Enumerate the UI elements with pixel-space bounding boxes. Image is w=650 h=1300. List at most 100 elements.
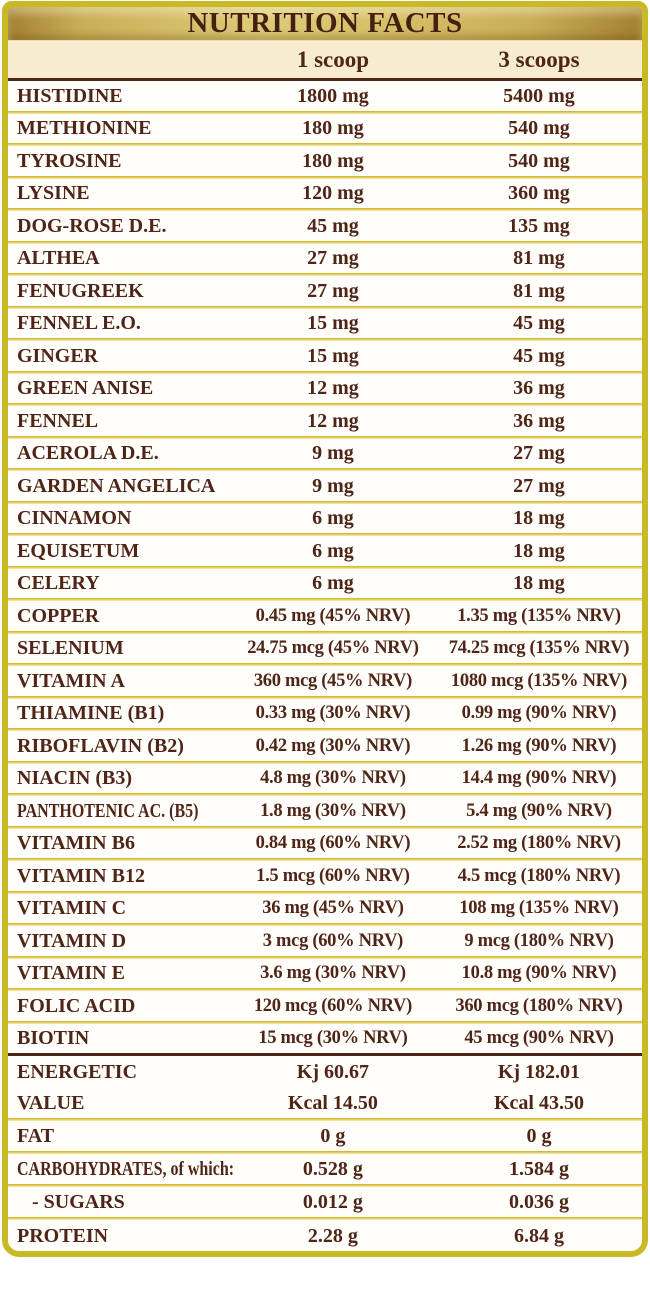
- nutrient-label-text: FENNEL E.O.: [17, 312, 141, 335]
- value-1-scoop: 6 mg: [312, 572, 354, 595]
- value-1-scoop: 0.528 g: [302, 1158, 363, 1180]
- value-1-scoop: Kj 60.67: [296, 1060, 370, 1083]
- table-row: CELERY 6 mg 18 mg: [8, 568, 642, 598]
- nutrient-label: CINNAMON: [8, 508, 230, 528]
- nutrient-rows: HISTIDINE 1800 mg 5400 mg METHIONINE 180 mg 5…: [8, 81, 642, 1053]
- column-header-3-scoops: 3 scoops: [498, 47, 580, 72]
- row-divider: [8, 338, 642, 341]
- table-row: VALUE Kcal 14.50 Kcal 43.50: [8, 1087, 642, 1118]
- nutrient-label-text: HISTIDINE: [17, 84, 123, 107]
- table-row: BIOTIN 15 mcg (30% NRV) 45 mcg (90% NRV): [8, 1023, 642, 1053]
- value-1-scoop: 0.42 mg (30% NRV): [255, 735, 411, 756]
- table-row: HISTIDINE 1800 mg 5400 mg: [8, 81, 642, 111]
- row-divider: [8, 1020, 642, 1024]
- value-1-scoop: 36 mg (45% NRV): [262, 898, 404, 918]
- value-3-scoops: 27 mg: [513, 474, 565, 497]
- table-row: VITAMIN E 3.6 mg (30% NRV) 10.8 mg (90% NR…: [8, 958, 642, 988]
- value-3-scoops: 27 mg: [513, 442, 565, 465]
- nutrient-label: NIACIN (B3): [8, 768, 230, 788]
- nutrient-label: METHIONINE: [8, 118, 230, 138]
- table-row: CINNAMON 6 mg 18 mg: [8, 503, 642, 533]
- value-3-scoops: 18 mg: [513, 572, 565, 595]
- nutrient-label-text: RIBOFLAVIN (B2): [17, 734, 184, 757]
- row-divider: [8, 435, 642, 439]
- table-row: PROTEIN 2.28 g 6.84 g: [8, 1220, 642, 1251]
- nutrient-label-text: NIACIN (B3): [17, 767, 132, 790]
- row-divider: [8, 695, 642, 699]
- table-row: PANTHOTENIC AC. (B5) 1.8 mg (30% NRV) 5.4 …: [8, 796, 642, 826]
- column-header-row: 1 scoop 3 scoops: [8, 41, 642, 78]
- table-row: FENNEL 12 mg 36 mg: [8, 406, 642, 436]
- row-divider: [8, 305, 642, 309]
- nutrient-label: LYSINE: [8, 183, 230, 203]
- value-3-scoops: 0 g: [526, 1125, 552, 1147]
- value-3-scoops: 36 mg: [513, 377, 565, 400]
- value-1-scoop: 1.5 mcg (60% NRV): [256, 865, 410, 886]
- value-1-scoop: 12 mg: [307, 409, 359, 432]
- nutrient-label: ALTHEA: [8, 248, 230, 268]
- nutrient-label-text: DOG-ROSE D.E.: [17, 214, 167, 237]
- value-1-scoop: 6 mg: [312, 539, 354, 562]
- nutrient-label-text: GARDEN ANGELICA: [17, 474, 216, 497]
- nutrient-label: ACEROLA D.E.: [8, 443, 230, 463]
- value-1-scoop: 3 mcg (60% NRV): [262, 930, 404, 951]
- value-3-scoops: 9 mcg (180% NRV): [464, 930, 614, 951]
- value-1-scoop: 45 mg: [307, 214, 359, 237]
- row-divider: [8, 370, 642, 374]
- value-3-scoops: 18 mg: [513, 507, 565, 530]
- value-1-scoop: 0.012 g: [302, 1191, 363, 1213]
- title-band: NUTRITION FACTS: [8, 7, 642, 41]
- value-3-scoops: 540 mg: [508, 117, 570, 140]
- value-1-scoop: 0.45 mg (45% NRV): [255, 605, 411, 626]
- value-1-scoop: 15 mg: [307, 312, 359, 335]
- nutrient-label: ENERGETIC: [8, 1062, 230, 1082]
- nutrient-label: VITAMIN E: [8, 963, 230, 983]
- nutrient-label-text: VITAMIN A: [17, 669, 125, 692]
- value-1-scoop: 9 mg: [312, 442, 354, 465]
- nutrient-label: SELENIUM: [8, 638, 230, 658]
- row-divider: [8, 273, 642, 276]
- value-3-scoops: 2.52 mg (180% NRV): [457, 833, 621, 853]
- value-3-scoops: Kj 182.01: [497, 1060, 581, 1083]
- value-1-scoop: 0.33 mg (30% NRV): [255, 703, 411, 723]
- table-row: VITAMIN B6 0.84 mg (60% NRV) 2.52 mg (180%…: [8, 828, 642, 858]
- nutrient-label-text: VITAMIN D: [17, 929, 127, 952]
- nutrient-label: RIBOFLAVIN (B2): [8, 736, 230, 756]
- value-1-scoop: 120 mcg (60% NRV): [253, 995, 412, 1016]
- value-3-scoops: 10.8 mg (90% NRV): [461, 963, 617, 983]
- nutrient-label-text: EQUISETUM: [17, 539, 140, 562]
- nutrient-label-text: - SUGARS: [32, 1191, 125, 1213]
- value-3-scoops: 36 mg: [513, 409, 565, 432]
- row-divider: [8, 1184, 642, 1187]
- row-divider: [8, 143, 642, 146]
- value-1-scoop: 360 mcg (45% NRV): [253, 670, 412, 691]
- nutrient-label: VITAMIN B12: [8, 866, 230, 886]
- nutrient-label-text: GREEN ANISE: [17, 377, 154, 400]
- nutrient-label-text: VITAMIN C: [17, 897, 127, 920]
- value-1-scoop: 15 mcg (30% NRV): [258, 1028, 408, 1048]
- nutrient-label: VITAMIN C: [8, 898, 230, 918]
- table-row: COPPER 0.45 mg (45% NRV) 1.35 mg (135% NRV…: [8, 601, 642, 631]
- table-row: - SUGARS 0.012 g 0.036 g: [8, 1187, 642, 1217]
- value-1-scoop: 1800 mg: [297, 84, 369, 107]
- value-3-scoops: 81 mg: [513, 279, 565, 302]
- value-1-scoop: 180 mg: [302, 149, 364, 172]
- row-divider: [8, 468, 642, 471]
- row-divider: [8, 858, 642, 861]
- nutrient-label-text: TYROSINE: [17, 149, 122, 172]
- page-title: NUTRITION FACTS: [187, 7, 463, 39]
- table-row: VITAMIN B12 1.5 mcg (60% NRV) 4.5 mcg (180…: [8, 861, 642, 891]
- value-1-scoop: 15 mg: [307, 344, 359, 367]
- value-3-scoops: 0.99 mg (90% NRV): [461, 703, 617, 723]
- value-1-scoop: 24.75 mcg (45% NRV): [247, 638, 419, 658]
- table-row: SELENIUM 24.75 mcg (45% NRV) 74.25 mcg (13…: [8, 633, 642, 663]
- nutrient-label-text: PANTHOTENIC AC. (B5): [17, 799, 199, 822]
- nutrient-label-text: METHIONINE: [17, 117, 152, 140]
- row-divider: [8, 208, 642, 211]
- nutrient-label: TYROSINE: [8, 151, 230, 171]
- nutrient-label: FAT: [8, 1126, 230, 1146]
- nutrient-label-text: VALUE: [17, 1091, 85, 1114]
- nutrient-label: FENNEL E.O.: [8, 313, 230, 333]
- nutrient-label-text: COPPER: [17, 604, 100, 627]
- nutrition-facts-card: NUTRITION FACTS 1 scoop 3 scoops HISTIDI…: [2, 1, 648, 1257]
